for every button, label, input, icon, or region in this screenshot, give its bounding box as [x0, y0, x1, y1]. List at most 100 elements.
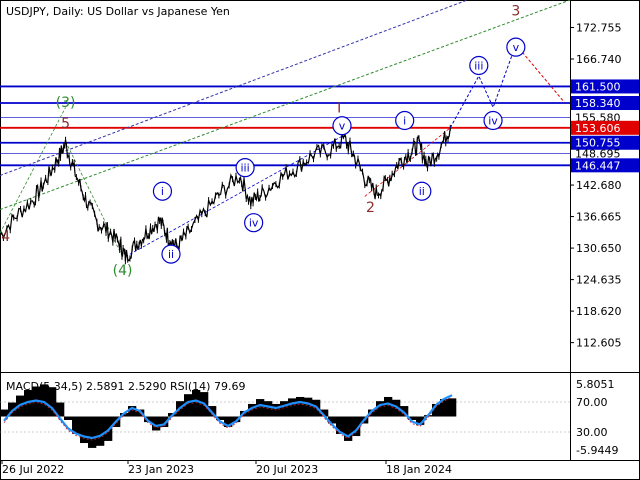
macd-bar	[408, 416, 417, 421]
macd-bar	[280, 401, 289, 417]
wave-circle	[469, 55, 489, 76]
level-label: 148.695	[575, 148, 621, 161]
macd-bar	[440, 399, 449, 417]
x-tick-label: 26 Jul 2022	[2, 463, 64, 476]
time-axis: 26 Jul 2022 23 Jan 2023 20 Jul 2023 18 Jan …	[1, 460, 452, 476]
wave-label: v	[339, 120, 346, 133]
macd-tick-label: 5.8051	[576, 378, 615, 391]
macd-bar	[24, 389, 33, 417]
level-tag-label: 161.500	[575, 80, 621, 93]
macd-bar	[296, 396, 305, 417]
price-series	[0, 124, 451, 265]
macd-bar	[120, 413, 129, 417]
level-tag-bg	[571, 96, 639, 111]
wave-label: iii	[474, 59, 483, 72]
level-tag-bg	[571, 79, 639, 94]
wave-label: iv	[488, 115, 498, 128]
wave-label: 5	[61, 116, 70, 132]
macd-bar	[328, 416, 337, 424]
macd-bar	[48, 387, 57, 417]
y-tick-label: 142.680	[576, 179, 622, 192]
level-tag-label: 158.340	[575, 97, 621, 110]
wave-circle	[244, 213, 264, 233]
wave-label: ii	[168, 248, 174, 261]
macd-bar	[64, 416, 73, 421]
macd-bar	[80, 416, 89, 444]
wave-circle	[483, 110, 503, 131]
level-tag-label: 146.447	[575, 159, 621, 172]
wave-circle	[395, 110, 415, 131]
macd-bar	[72, 416, 81, 434]
macd-bar	[56, 402, 65, 417]
projection-correction	[515, 44, 565, 103]
projection-path	[449, 44, 517, 129]
macd-bar	[128, 406, 137, 417]
macd-label: MACD(5,34,5) 2.5891 2.5290 RSI(14) 79.69	[6, 380, 245, 393]
impulse-guide	[125, 135, 343, 258]
rsi-line	[3, 394, 453, 440]
level-tag-bg	[571, 120, 639, 135]
level-tag-label: 153.606	[575, 122, 621, 135]
support-resistance-levels	[0, 85, 570, 167]
macd-bar	[416, 416, 425, 425]
macd-pane: MACD(5,34,5) 2.5891 2.5290 RSI(14) 79.69…	[0, 378, 618, 457]
macd-bar	[352, 416, 361, 437]
macd-bar	[376, 401, 385, 417]
macd-bar	[368, 409, 377, 417]
macd-bar	[96, 416, 105, 446]
wave-label: 3	[511, 3, 520, 19]
macd-bar	[304, 397, 313, 417]
macd-bar	[160, 416, 169, 427]
macd-tick-label: 30.00	[576, 426, 608, 439]
wave-projection	[449, 44, 565, 129]
wave-circle	[235, 158, 255, 178]
wave-label: I	[337, 100, 341, 116]
y-tick-label: 124.635	[576, 274, 622, 287]
wave-circle	[161, 244, 181, 264]
macd-bar	[152, 416, 161, 431]
wave-label: (3)	[56, 95, 76, 111]
y-tick-label: 172.755	[576, 21, 622, 34]
x-tick-label: 23 Jan 2023	[128, 463, 194, 476]
macd-tick-label: -5.9449	[576, 444, 618, 457]
macd-bar	[216, 416, 225, 421]
x-tick-label: 20 Jul 2023	[256, 463, 318, 476]
macd-bar	[232, 416, 241, 423]
wave-label: v	[513, 41, 520, 54]
wave-circle	[152, 181, 173, 201]
chart-title: USDJPY, Daily: US Dollar vs Japanese Yen	[6, 5, 230, 18]
wave-circle	[332, 116, 352, 136]
wave-label: i	[161, 185, 164, 198]
macd-bar	[432, 403, 441, 417]
level-tag-bg	[571, 135, 639, 150]
y-tick-label: 166.740	[576, 53, 622, 66]
y-tick-label: 136.665	[576, 211, 622, 224]
wave-label: ii	[419, 185, 425, 198]
macd-bar	[0, 409, 9, 417]
y-tick-label: 130.650	[576, 242, 622, 255]
macd-bar	[448, 398, 457, 417]
wave3-start-guide	[364, 127, 451, 197]
wave-label: i	[403, 115, 406, 128]
lower-channel-line	[0, 0, 571, 211]
level-tag-bg	[571, 158, 639, 173]
wave-label: 4	[1, 229, 10, 245]
macd-bar	[192, 389, 201, 417]
macd-bar	[344, 416, 353, 441]
level-tag-label: 150.755	[575, 137, 621, 150]
upper-channel-line	[0, 0, 468, 176]
wave-label: iii	[241, 162, 250, 175]
y-tick-label: 118.620	[576, 305, 622, 318]
macd-tick-label: 70.00	[576, 396, 608, 409]
wave-label: (4)	[113, 263, 133, 279]
macd-bar	[88, 416, 97, 448]
macd-bar	[224, 416, 233, 427]
wave-circle	[506, 37, 526, 57]
wave3-guide	[0, 107, 66, 234]
wave-label: iv	[249, 217, 259, 230]
price-axis: 172.755 166.740 142.680 136.665 130.650 124.6…	[570, 21, 622, 350]
macd-bar	[384, 396, 393, 417]
